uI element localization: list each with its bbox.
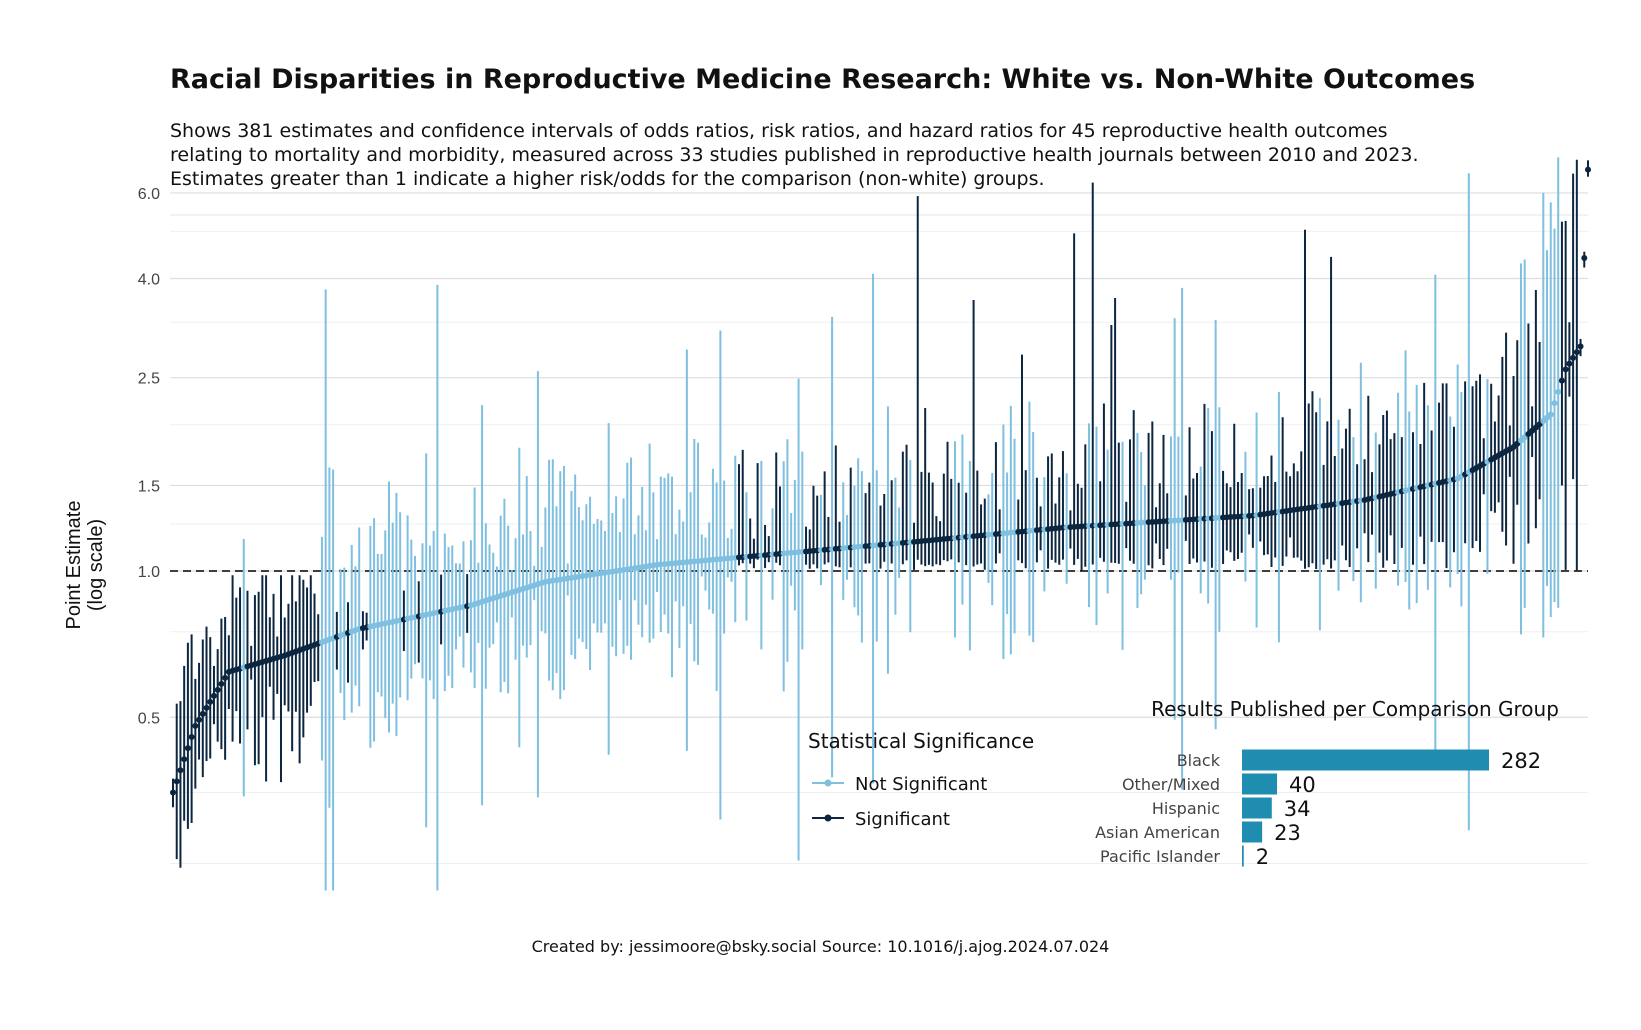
estimate-point [1555,388,1562,395]
y-tick-label: 0.5 [138,710,160,727]
inset-value-label: 40 [1289,773,1316,797]
legend-label-not-significant: Not Significant [855,774,987,795]
y-axis-label-line-2: (log scale) [85,519,107,611]
estimate-point [1577,343,1584,350]
legend-title: Statistical Significance [808,729,1034,753]
estimate-point [170,789,176,796]
inset-bar [1242,773,1278,795]
estimate-point [1585,166,1591,173]
inset-bar [1242,821,1263,843]
inset-category-label: Hispanic [1152,799,1220,818]
estimate-point [218,680,225,687]
estimate-point [1558,377,1565,384]
inset-bar [1242,797,1272,819]
y-tick-label: 6.0 [138,186,160,203]
estimate-point [196,716,203,723]
estimate-point [177,767,184,774]
y-axis-ticks: 0.5 1.0 1.5 2.5 4.0 6.0 [138,186,160,727]
estimate-point [210,692,217,699]
inset-value-label: 282 [1501,749,1541,773]
y-tick-label: 1.5 [138,478,160,495]
y-tick-label: 2.5 [138,371,160,388]
inset-bar-chart: Black 282 Other/Mixed 40 Hispanic 34 Asian Ame… [1095,749,1541,869]
estimate-point [181,756,188,763]
inset-value-label: 23 [1274,821,1301,845]
estimate-point [184,745,191,752]
legend-point-significant [824,814,832,822]
estimate-point [173,778,180,785]
estimate-point [214,686,221,693]
estimate-point [188,733,195,740]
chart-subtitle: Shows 381 estimates and confidence inter… [170,119,1419,191]
chart-title: Racial Disparities in Reproductive Medic… [170,64,1476,95]
estimate-point [1562,366,1569,373]
inset-value-label: 2 [1256,845,1269,869]
estimate-point [199,710,206,717]
estimate-point [1573,349,1580,356]
estimate-point [1547,411,1554,418]
estimate-point [1551,400,1558,407]
legend-point-not-significant [824,779,832,787]
y-tick-label: 1.0 [138,564,160,581]
inset-title: Results Published per Comparison Group [1151,697,1559,721]
subtitle-line-1: Shows 381 estimates and confidence inter… [170,120,1388,142]
estimate-point [203,704,210,711]
estimate-point [207,698,214,705]
subtitle-line-2: relating to mortality and morbidity, mea… [170,144,1419,166]
inset-category-label: Pacific Islander [1100,847,1220,866]
inset-category-label: Asian American [1095,823,1220,842]
estimate-point [1581,255,1588,262]
point-estimates [170,166,1591,796]
legend-label-significant: Significant [855,809,950,830]
y-tick-label: 4.0 [138,271,160,288]
estimate-point [192,722,199,729]
estimate-point [1570,354,1577,361]
chart-caption: Created by: jessimoore@bsky.social Sourc… [531,937,1110,956]
inset-bar [1242,749,1489,771]
inset-bar [1242,845,1244,867]
inset-value-label: 34 [1284,797,1311,821]
subtitle-line-3: Estimates greater than 1 indicate a high… [170,168,1045,190]
estimate-point [1566,360,1573,367]
estimate-point [222,674,229,681]
legend: Statistical Significance Not Significant… [808,729,1034,830]
inset-category-label: Other/Mixed [1122,775,1220,794]
y-axis-label-line-1: Point Estimate [63,501,85,630]
inset-category-label: Black [1177,751,1221,770]
